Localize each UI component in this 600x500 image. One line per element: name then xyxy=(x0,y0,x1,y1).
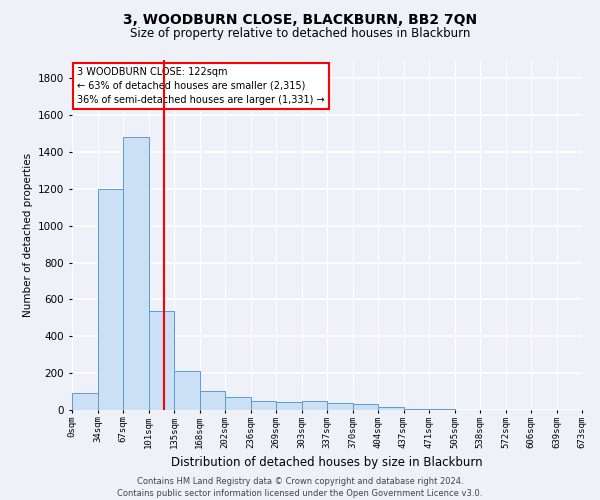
Bar xyxy=(149,310,174,410)
Bar xyxy=(123,138,149,410)
Y-axis label: Number of detached properties: Number of detached properties xyxy=(23,153,32,317)
Bar xyxy=(327,402,353,410)
Bar xyxy=(404,409,429,410)
Bar xyxy=(72,394,97,410)
Bar xyxy=(276,402,302,410)
Text: 3, WOODBURN CLOSE, BLACKBURN, BB2 7QN: 3, WOODBURN CLOSE, BLACKBURN, BB2 7QN xyxy=(123,12,477,26)
Bar xyxy=(302,401,327,410)
X-axis label: Distribution of detached houses by size in Blackburn: Distribution of detached houses by size … xyxy=(171,456,483,469)
Bar xyxy=(97,189,123,410)
Bar xyxy=(251,401,276,410)
Bar xyxy=(174,372,199,410)
Bar xyxy=(378,406,404,410)
Bar xyxy=(199,390,225,410)
Text: Size of property relative to detached houses in Blackburn: Size of property relative to detached ho… xyxy=(130,28,470,40)
Bar xyxy=(225,397,251,410)
Text: 3 WOODBURN CLOSE: 122sqm
← 63% of detached houses are smaller (2,315)
36% of sem: 3 WOODBURN CLOSE: 122sqm ← 63% of detach… xyxy=(77,67,325,105)
Text: Contains HM Land Registry data © Crown copyright and database right 2024.
Contai: Contains HM Land Registry data © Crown c… xyxy=(118,476,482,498)
Bar xyxy=(353,404,378,410)
